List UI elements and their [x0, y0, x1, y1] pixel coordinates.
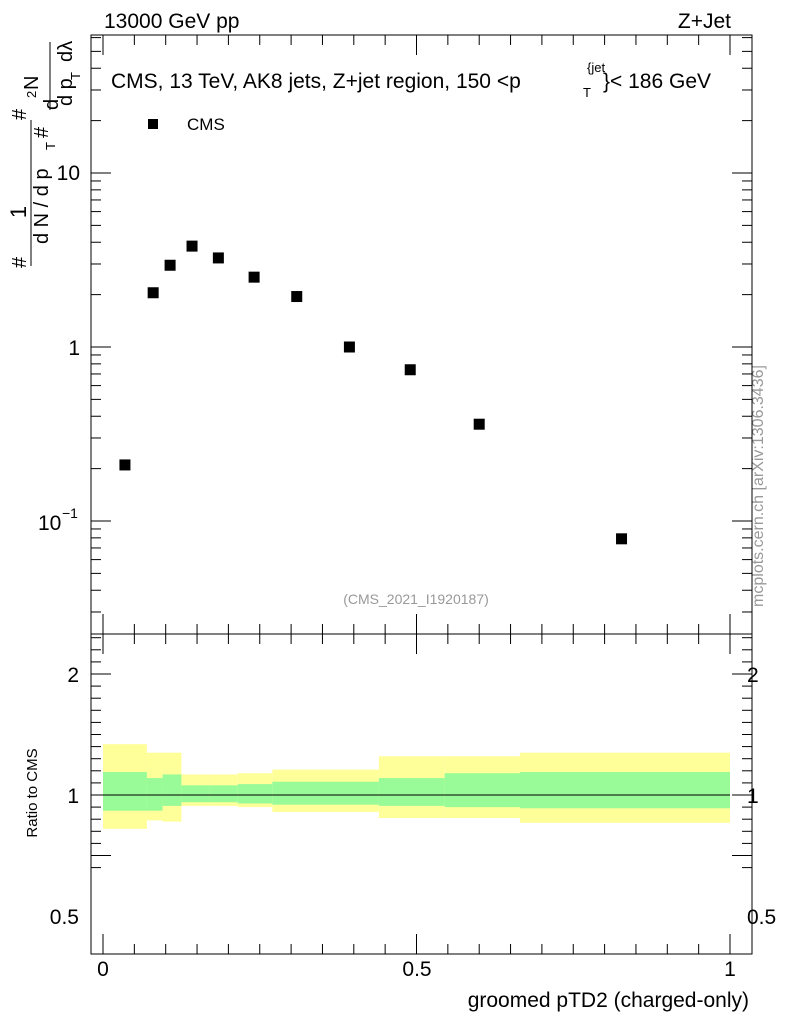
data-point: [473, 418, 485, 430]
ylabel-hash-3: #: [9, 108, 31, 120]
data-point: [291, 291, 303, 303]
energy-label: 13000 GeV pp: [104, 10, 239, 33]
ratio-y-tick-right-2: 2: [747, 664, 759, 687]
band-1sigma: [322, 781, 379, 805]
plot-title-subscript: T: [583, 85, 591, 100]
ratio-y-tick-left-1: 1: [67, 785, 79, 808]
band-1sigma: [378, 778, 445, 806]
band-1sigma: [146, 778, 163, 811]
y-tick-label-10: 10: [57, 162, 80, 185]
data-point: [404, 364, 416, 376]
data-point: [147, 287, 159, 299]
main-x-ticks: [102, 35, 731, 634]
data-point: [212, 252, 224, 264]
y-tick-label-0.1-exponent: −1: [62, 505, 78, 521]
band-1sigma: [272, 781, 323, 805]
ratio-y-axis-label: Ratio to CMS: [24, 748, 41, 837]
uncertainty-bands: [103, 744, 730, 829]
ylabel-d2: d: [41, 99, 63, 110]
band-1sigma: [237, 784, 273, 804]
x-tick-label-0.5: 0.5: [402, 958, 431, 981]
ylabel-hash-1: #: [9, 256, 31, 268]
plot-title-tail: }< 186 GeV: [603, 70, 711, 93]
ylabel-dpt: d p: [55, 78, 77, 106]
ratio-ticks: [91, 634, 752, 954]
ratio-y-tick-right-1: 1: [747, 785, 759, 808]
ratio-plot-frame: [90, 633, 753, 955]
band-1sigma: [444, 773, 520, 808]
plot-title-superscript: {jet: [587, 60, 605, 75]
band-1sigma: [162, 774, 182, 806]
legend-marker-cms: [148, 119, 158, 129]
process-label: Z+Jet: [678, 10, 731, 33]
ratio-y-tick-left-0.5: 0.5: [50, 906, 79, 929]
band-1sigma: [209, 785, 238, 803]
data-point: [343, 341, 355, 353]
data-point: [164, 259, 176, 271]
data-point: [119, 459, 131, 471]
legend-label-cms: CMS: [187, 115, 225, 134]
x-tick-label-0: 0: [97, 958, 109, 981]
plot-title: CMS, 13 TeV, AK8 jets, Z+jet region, 150…: [111, 70, 521, 93]
data-point: [248, 271, 260, 283]
band-1sigma: [181, 785, 210, 803]
data-point: [186, 240, 198, 252]
main-y-ticks: [91, 37, 752, 613]
watermark: mcplots.cern.ch [arXiv:1306.3436]: [750, 365, 767, 607]
data-points: [119, 240, 628, 545]
ylabel-hash-2: #: [31, 126, 53, 138]
analysis-id: (CMS_2021_I1920187): [343, 591, 489, 607]
x-axis-label: groomed pTD2 (charged-only): [468, 989, 749, 1012]
ylabel-dn-dpt: d N / d p: [31, 168, 53, 244]
ratio-y-tick-right-0.5: 0.5: [747, 906, 776, 929]
ylabel-dlambda: dλ: [55, 41, 77, 62]
y-tick-label-0.1-base: 10: [38, 512, 61, 535]
ylabel-t-sub-1: T: [43, 142, 58, 150]
band-1sigma: [519, 772, 730, 809]
ylabel-t-sub-2: T: [68, 72, 83, 80]
ratio-plot-panel: 2 1 0.5 2 1 0.5 Ratio to CMS 0 0.5 1 gro…: [24, 633, 776, 1012]
main-plot-panel: CMS, 13 TeV, AK8 jets, Z+jet region, 150…: [38, 34, 753, 635]
ylabel-two: 2: [24, 91, 39, 98]
main-y-axis-label: # 1 d N / d p T # # d 2 N d p T dλ: [6, 41, 83, 268]
data-point: [616, 533, 628, 545]
ratio-y-tick-left-2: 2: [67, 664, 79, 687]
ylabel-n: N: [21, 76, 43, 90]
y-tick-label-1: 1: [68, 337, 80, 360]
band-1sigma: [103, 772, 147, 811]
ylabel-one: 1: [6, 206, 31, 218]
x-tick-label-1: 1: [724, 958, 736, 981]
